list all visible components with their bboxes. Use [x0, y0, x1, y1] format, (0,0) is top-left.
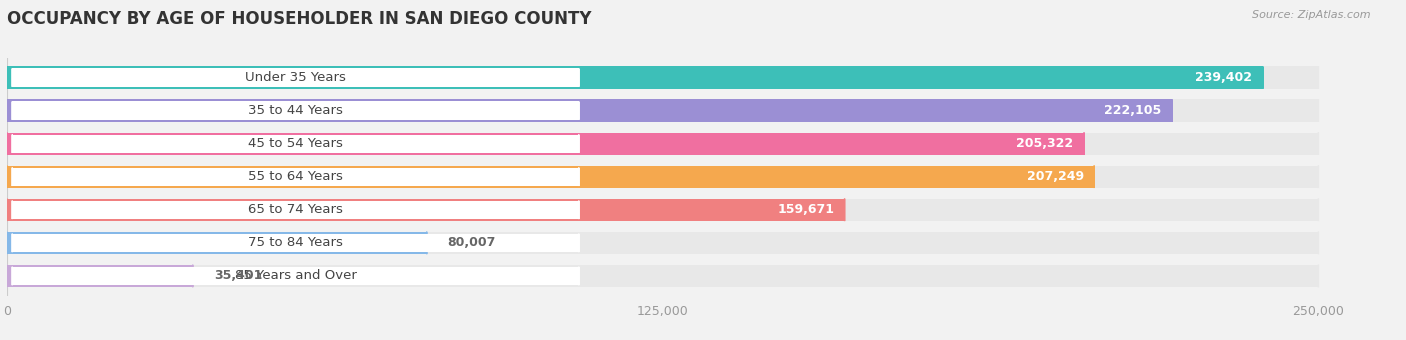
Text: 65 to 74 Years: 65 to 74 Years [247, 203, 343, 216]
Bar [7, 100, 1173, 122]
Bar [7, 133, 1319, 155]
Bar [7, 100, 1319, 122]
Text: Source: ZipAtlas.com: Source: ZipAtlas.com [1253, 10, 1371, 20]
Text: 35,401: 35,401 [214, 270, 262, 283]
Bar [7, 232, 1319, 254]
Bar [13, 168, 579, 186]
Text: OCCUPANCY BY AGE OF HOUSEHOLDER IN SAN DIEGO COUNTY: OCCUPANCY BY AGE OF HOUSEHOLDER IN SAN D… [7, 10, 592, 28]
Bar [7, 199, 845, 221]
Bar [7, 232, 426, 254]
Bar [7, 265, 193, 287]
Bar [7, 166, 1094, 188]
Bar [7, 166, 1319, 188]
Text: 85 Years and Over: 85 Years and Over [235, 270, 357, 283]
Text: Under 35 Years: Under 35 Years [245, 71, 346, 84]
Text: 55 to 64 Years: 55 to 64 Years [247, 170, 343, 183]
Text: 159,671: 159,671 [778, 203, 834, 216]
Text: 80,007: 80,007 [447, 236, 496, 250]
Bar [13, 135, 579, 153]
Bar [7, 66, 1263, 89]
Text: 207,249: 207,249 [1026, 170, 1084, 183]
Text: 205,322: 205,322 [1017, 137, 1074, 150]
Bar [7, 265, 1319, 287]
Bar [13, 234, 579, 252]
Text: 222,105: 222,105 [1104, 104, 1161, 117]
Bar [7, 199, 1319, 221]
Text: 75 to 84 Years: 75 to 84 Years [247, 236, 343, 250]
Text: 45 to 54 Years: 45 to 54 Years [247, 137, 343, 150]
Bar [13, 201, 579, 219]
Bar [13, 68, 579, 87]
Bar [7, 133, 1084, 155]
Bar [13, 267, 579, 285]
Bar [7, 66, 1319, 89]
Text: 35 to 44 Years: 35 to 44 Years [247, 104, 343, 117]
Bar [13, 101, 579, 120]
Text: 239,402: 239,402 [1195, 71, 1253, 84]
